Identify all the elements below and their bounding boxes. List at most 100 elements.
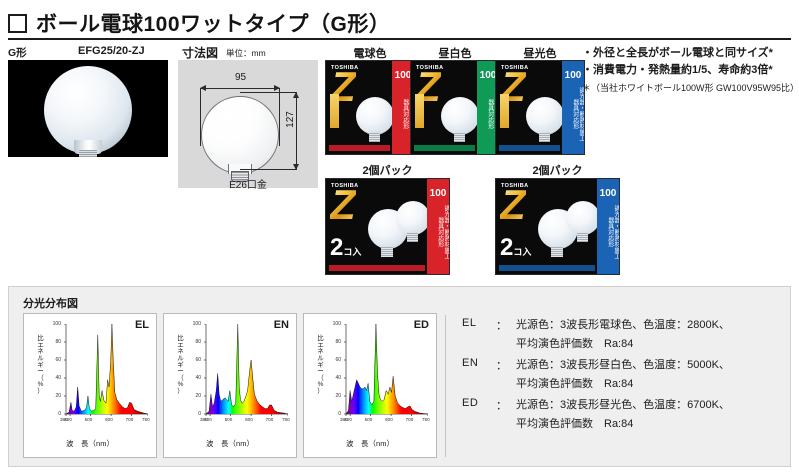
chart-plot-area bbox=[64, 324, 148, 428]
brand-logo: TOSHIBA bbox=[331, 183, 359, 189]
spectral-panel: 分光分布図 EL 比エネルギー（%） 波 長（nm） 0 20 40 60 80 100 3… bbox=[8, 286, 791, 467]
drawing-cap bbox=[231, 171, 249, 182]
legend-line-2: 平均演色評価数 Ra:84 bbox=[516, 418, 634, 430]
legend-code: ED bbox=[462, 397, 479, 409]
square-outline-icon bbox=[8, 13, 27, 33]
pkg-bulb-back-cap bbox=[407, 233, 418, 242]
y-axis-char: ル bbox=[317, 354, 324, 362]
pkg-bulb-back bbox=[566, 201, 600, 235]
bulb-globe bbox=[44, 66, 132, 154]
pkg-foot-band bbox=[499, 145, 560, 151]
legend-colon: ： bbox=[496, 400, 507, 412]
chart-x-axis-label: 波 長（nm） bbox=[206, 439, 254, 448]
pkg-bulb-cap bbox=[539, 133, 550, 142]
z-mark: Z bbox=[330, 181, 356, 228]
chart-y-axis-label: 比エネルギー（%） bbox=[174, 335, 187, 396]
x-tick-label: 700 bbox=[125, 417, 134, 422]
pkg-wattage: 100 bbox=[599, 188, 617, 199]
y-axis-char: ） bbox=[37, 388, 44, 395]
y-axis-char: % bbox=[37, 381, 44, 389]
package-caption-daylight: 昼光色 bbox=[523, 48, 557, 60]
dim-arrow-width bbox=[200, 85, 280, 91]
y-tick-label: 100 bbox=[192, 321, 201, 327]
title-divider bbox=[8, 38, 791, 40]
pkg-yellow-band bbox=[330, 94, 339, 128]
y-axis-char: 比 bbox=[317, 335, 324, 342]
twinpack-photo-daylight: TOSHIBA Z 2コ入 100 調光器・断熱材施工器具対応形 bbox=[495, 178, 620, 275]
z-mark: Z bbox=[500, 181, 526, 228]
y-axis-char: （ bbox=[37, 374, 44, 382]
pkg-bulb bbox=[356, 97, 394, 135]
y-axis-char: % bbox=[177, 381, 184, 389]
pkg-side-text: 調光器・断熱材施工器具対応形 bbox=[571, 87, 584, 141]
y-axis-char: エ bbox=[177, 341, 184, 349]
dim-extension-left bbox=[200, 88, 201, 146]
package-caption-warm: 電球色 bbox=[353, 48, 387, 60]
y-tick-label: 60 bbox=[55, 357, 61, 363]
drawing-globe bbox=[201, 96, 279, 174]
pkg-bulb bbox=[526, 97, 564, 135]
legend-row-en: EN ： 光源色：3波長形昼白色、色温度：5000K、 平均演色評価数 Ra:8… bbox=[446, 355, 781, 395]
product-photo bbox=[8, 60, 168, 157]
pkg-side-text: 調光器・断熱材施工器具対応形 bbox=[606, 205, 619, 259]
legend-colon: ： bbox=[496, 360, 507, 372]
pkg-side-panel: 100 調光器・断熱材施工器具対応形 bbox=[562, 61, 584, 154]
package-photo-daylight: TOSHIBA Z 100 調光器・断熱材施工器具対応形 bbox=[495, 60, 585, 155]
spectral-chart-el: EL 比エネルギー（%） 波 長（nm） 0 20 40 60 80 100 380 400 5… bbox=[23, 313, 157, 458]
chart-y-axis-label: 比エネルギー（%） bbox=[34, 335, 47, 396]
y-axis-char: （ bbox=[177, 374, 184, 382]
y-tick-label: 20 bbox=[55, 393, 61, 399]
x-tick-label: 780 bbox=[422, 417, 430, 422]
pkg-count-unit: コ入 bbox=[513, 247, 532, 257]
dim-arrow-height bbox=[293, 92, 299, 170]
chart-plot-area bbox=[344, 324, 428, 428]
x-tick-label: 700 bbox=[265, 417, 274, 422]
spectral-chart-en: EN 比エネルギー（%） 波 長（nm） 0 20 40 60 80 100 380 400 5… bbox=[163, 313, 297, 458]
twinpack-caption-warm: 2個パック bbox=[362, 165, 413, 177]
page-title: ボール電球100ワットタイプ（G形） bbox=[36, 13, 391, 36]
x-tick-label: 380 bbox=[340, 417, 348, 422]
model-number: EFG25/20-ZJ bbox=[78, 45, 145, 57]
pkg-count-number: 2 bbox=[330, 234, 344, 261]
chart-plot-area bbox=[204, 324, 288, 428]
feature-bullet-2: ・消費電力・発熱量約1/5、寿命約3倍* bbox=[582, 64, 773, 77]
pkg-wattage: 100 bbox=[479, 70, 497, 81]
brand-logo: TOSHIBA bbox=[501, 65, 529, 71]
x-tick-label: 700 bbox=[405, 417, 414, 422]
pkg-bulb-back-cap bbox=[577, 233, 588, 242]
y-axis-char: ネ bbox=[317, 348, 324, 356]
x-tick-label: 400 bbox=[64, 417, 72, 422]
y-axis-char: ） bbox=[177, 388, 184, 395]
pkg-foot-band bbox=[329, 145, 390, 151]
y-tick-label: 60 bbox=[335, 357, 341, 363]
pkg-foot-band bbox=[414, 145, 475, 151]
x-tick-label: 780 bbox=[142, 417, 150, 422]
y-tick-label: 80 bbox=[55, 339, 61, 345]
drawing-title: 寸法図 bbox=[182, 46, 219, 60]
pkg-foot-band bbox=[499, 265, 595, 271]
package-photo-warm: TOSHIBA Z 100 調光器・断熱材施工器具対応形 bbox=[325, 60, 415, 155]
chart-x-axis-label: 波 長（nm） bbox=[346, 439, 394, 448]
y-axis-char: ー bbox=[177, 368, 184, 376]
chart-code-label: ED bbox=[413, 319, 429, 331]
legend-line-1: 光源色：3波長形電球色、色温度：2800K、 bbox=[516, 319, 730, 331]
feature-footnote: ＊（当社ホワイトボール100W形 GW100V95W95比） bbox=[582, 83, 799, 94]
legend-line-2: 平均演色評価数 Ra:84 bbox=[516, 338, 634, 350]
feature-list: ・外径と全長がボール電球と同サイズ* ・消費電力・発熱量約1/5、寿命約3倍* … bbox=[582, 45, 799, 94]
x-tick-label: 600 bbox=[245, 417, 253, 422]
brand-logo: TOSHIBA bbox=[331, 65, 359, 71]
y-axis-char: ー bbox=[317, 368, 324, 376]
pkg-count: 2コ入 bbox=[330, 236, 361, 260]
y-tick-label: 60 bbox=[195, 357, 201, 363]
x-tick-label: 600 bbox=[385, 417, 393, 422]
pkg-count-unit: コ入 bbox=[343, 247, 362, 257]
spectral-panel-title: 分光分布図 bbox=[23, 298, 78, 310]
y-tick-label: 0 bbox=[338, 411, 341, 417]
y-tick-label: 100 bbox=[52, 321, 61, 327]
x-tick-label: 380 bbox=[60, 417, 68, 422]
legend-code: EL bbox=[462, 317, 477, 329]
drawing-unit: 単位：mm bbox=[226, 48, 266, 58]
y-axis-char: ギ bbox=[37, 361, 44, 369]
x-tick-label: 380 bbox=[200, 417, 208, 422]
y-axis-char: ネ bbox=[177, 348, 184, 356]
